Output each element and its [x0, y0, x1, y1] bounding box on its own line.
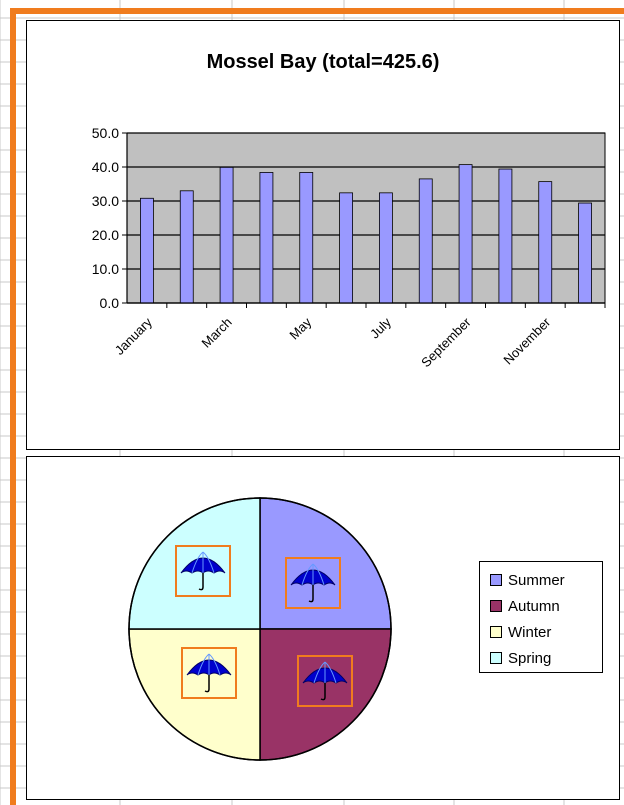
x-tick-label: January	[112, 314, 156, 358]
umbrella-icon	[175, 545, 231, 597]
bar	[379, 192, 393, 304]
legend-item-summer: Summer	[490, 570, 565, 590]
legend-item-autumn: Autumn	[490, 596, 560, 616]
x-tick-label: March	[199, 315, 235, 351]
bar	[538, 181, 553, 304]
legend-label: Autumn	[508, 597, 560, 615]
legend-label: Spring	[508, 649, 552, 667]
bar-chart-panel[interactable]: Mossel Bay (total=425.6) 0.0 10.0 20.0 30.0…	[26, 20, 620, 450]
legend-item-winter: Winter	[490, 622, 551, 642]
y-tick-label: 20.0	[92, 227, 119, 243]
legend-item-spring: Spring	[490, 648, 551, 668]
pie-outline	[128, 497, 392, 761]
pie-chart-panel[interactable]: Summer Autumn Winter Spring	[26, 456, 620, 800]
bar	[299, 172, 314, 304]
bar	[498, 168, 513, 304]
bar	[179, 190, 194, 304]
legend-label: Winter	[508, 623, 552, 641]
chart-title: Mossel Bay (total=425.6)	[206, 51, 440, 73]
bar	[259, 172, 274, 304]
legend-swatch	[490, 626, 502, 638]
umbrella-icon	[297, 655, 353, 707]
frame-left-edge	[10, 8, 16, 805]
bar	[140, 197, 154, 304]
plot-area	[126, 132, 606, 304]
umbrella-icon	[181, 647, 237, 699]
bar	[578, 202, 592, 304]
bar-chart: 0.0 10.0 20.0 30.0 40.0 50.0 January March May Ju…	[92, 125, 606, 370]
frame-top-edge	[10, 8, 624, 14]
x-tick-label: November	[500, 314, 553, 367]
y-tick-label: 40.0	[92, 159, 119, 175]
y-tick-label: 0.0	[100, 295, 120, 311]
y-tick-label: 10.0	[92, 261, 119, 277]
legend-label: Summer	[508, 571, 565, 589]
x-tick-label: May	[286, 314, 314, 342]
bar	[418, 178, 433, 304]
bar	[458, 164, 473, 304]
bar	[219, 166, 234, 304]
legend-swatch	[490, 574, 502, 586]
y-tick-label: 30.0	[92, 193, 119, 209]
x-tick-label: September	[418, 314, 474, 370]
legend: Summer Autumn Winter Spring	[479, 561, 603, 673]
legend-swatch	[490, 600, 502, 612]
x-tick-label: July	[367, 314, 394, 341]
umbrella-icon	[285, 557, 341, 609]
y-tick-label: 50.0	[92, 125, 119, 141]
bar	[339, 192, 353, 304]
legend-swatch	[490, 652, 502, 664]
